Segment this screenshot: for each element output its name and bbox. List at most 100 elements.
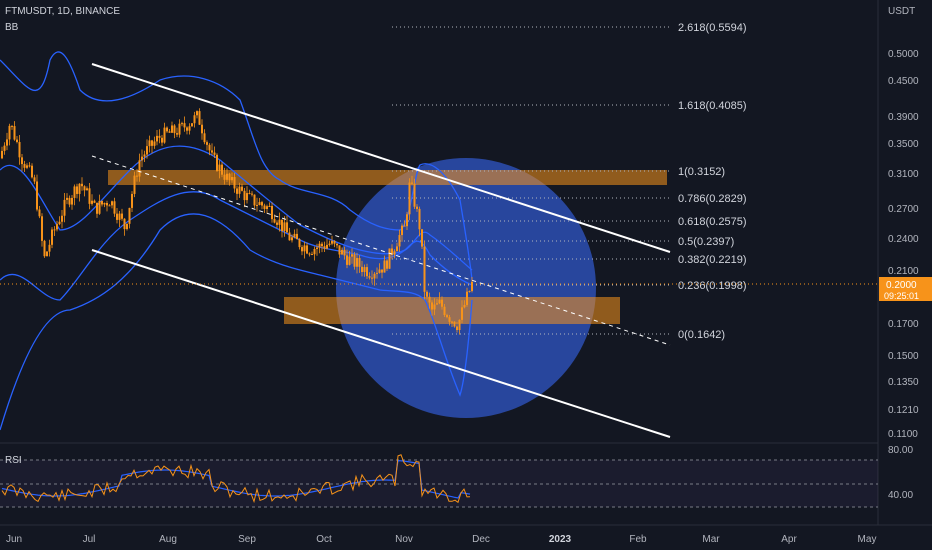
candle-body	[48, 244, 51, 252]
candle-body	[351, 254, 353, 257]
candle-body	[11, 125, 13, 127]
candle-body	[66, 197, 68, 200]
candle-body	[103, 203, 106, 205]
candle-body	[6, 139, 8, 146]
bb-line	[0, 145, 473, 271]
candle-body	[148, 140, 151, 147]
candle-body	[158, 135, 161, 138]
symbol-title: FTMUSDT, 1D, BINANCE	[5, 6, 120, 17]
candle-body	[16, 139, 18, 143]
bb-line	[0, 213, 473, 431]
candle-body	[96, 202, 98, 214]
candle-body	[308, 253, 311, 255]
price-tick-label: 0.3900	[888, 112, 919, 123]
candle-body	[373, 273, 376, 279]
candle-body	[3, 145, 6, 151]
candle-body	[83, 186, 86, 191]
candle-body	[291, 237, 293, 241]
candle-body	[426, 291, 428, 297]
bollinger-bands	[0, 51, 473, 431]
candle-body	[256, 204, 258, 206]
candle-body	[321, 243, 323, 247]
candle-body	[58, 221, 61, 225]
price-tick-label: 0.3100	[888, 169, 919, 180]
candle-body	[226, 173, 228, 180]
time-axis[interactable]: Jun Jul Aug Sep Oct Nov Dec 2023 Feb Mar Apr May	[6, 534, 877, 545]
candle-body	[343, 249, 346, 256]
candle-body	[268, 206, 271, 208]
candle-body	[411, 182, 413, 184]
candle-body	[186, 127, 188, 131]
candle-body	[388, 248, 391, 269]
channel-mid-line[interactable]	[91, 155, 671, 346]
candle-body	[53, 229, 56, 231]
fib-level-label: 0.236(0.1998)	[678, 280, 747, 292]
candle-body	[116, 213, 118, 220]
candle-body	[73, 186, 76, 198]
time-tick-label: Mar	[702, 534, 720, 545]
candle-body	[311, 254, 313, 256]
candle-body	[471, 281, 473, 292]
candle-body	[418, 208, 421, 230]
candle-body	[221, 164, 223, 175]
candle-body	[131, 193, 133, 208]
rsi-line	[1, 454, 471, 504]
time-tick-label: Aug	[159, 534, 177, 545]
time-tick-label: Apr	[781, 534, 797, 545]
candle-body	[201, 124, 203, 134]
candle-body	[63, 199, 66, 216]
channel-upper-line[interactable]	[91, 63, 671, 253]
candle-body	[443, 306, 446, 316]
candle-body	[433, 304, 436, 310]
candle-body	[278, 219, 281, 225]
resistance-zone	[108, 170, 667, 185]
candle-body	[203, 133, 206, 143]
candle-body	[216, 154, 218, 172]
candle-body	[31, 165, 33, 178]
candle-body	[323, 246, 326, 249]
candle-body	[161, 137, 163, 143]
candle-body	[326, 244, 328, 249]
price-tick-label: 0.2100	[888, 266, 919, 277]
fib-level-label: 2.618(0.5594)	[678, 22, 747, 34]
fib-level-label: 0.786(0.2829)	[678, 193, 747, 205]
candle-body	[301, 247, 303, 252]
fibonacci-levels: 2.618(0.5594) 1.618(0.4085) 1(0.3152) 0.786…	[392, 22, 747, 341]
candle-body	[38, 209, 41, 217]
candle-body	[188, 126, 191, 131]
candle-body	[51, 229, 53, 245]
candle-body	[438, 299, 441, 304]
candle-body	[33, 177, 36, 182]
price-axis[interactable]: 0.5000 0.4500 0.3900 0.3500 0.3100 0.2700 0.24…	[888, 49, 919, 440]
candle-body	[458, 319, 461, 331]
candle-body	[358, 258, 361, 267]
candle-body	[423, 246, 426, 292]
candle-body	[353, 254, 356, 267]
candle-body	[258, 202, 261, 205]
candle-body	[136, 175, 138, 177]
candle-body	[463, 304, 466, 308]
rsi-tick-40: 40.00	[888, 490, 913, 501]
fib-level-label: 0.382(0.2219)	[678, 254, 747, 266]
candle-body	[246, 193, 248, 201]
candle-body	[293, 233, 296, 238]
candle-body	[466, 291, 468, 305]
candle-body	[21, 157, 23, 165]
candle-body	[283, 222, 286, 232]
time-tick-label: 2023	[549, 534, 572, 545]
rsi-tick-80: 80.00	[888, 445, 913, 456]
candle-body	[261, 202, 263, 206]
candle-body	[296, 233, 298, 240]
candle-body	[43, 240, 46, 257]
candle-body	[91, 200, 93, 204]
candle-body	[163, 127, 166, 143]
candle-body	[211, 150, 213, 153]
candle-body	[193, 115, 196, 124]
candle-body	[363, 267, 366, 272]
candle-body	[456, 326, 458, 331]
candle-body	[8, 125, 11, 140]
price-tick-label: 0.2400	[888, 234, 919, 245]
currency-label: USDT	[888, 6, 915, 17]
channel-lower-line[interactable]	[91, 249, 671, 438]
